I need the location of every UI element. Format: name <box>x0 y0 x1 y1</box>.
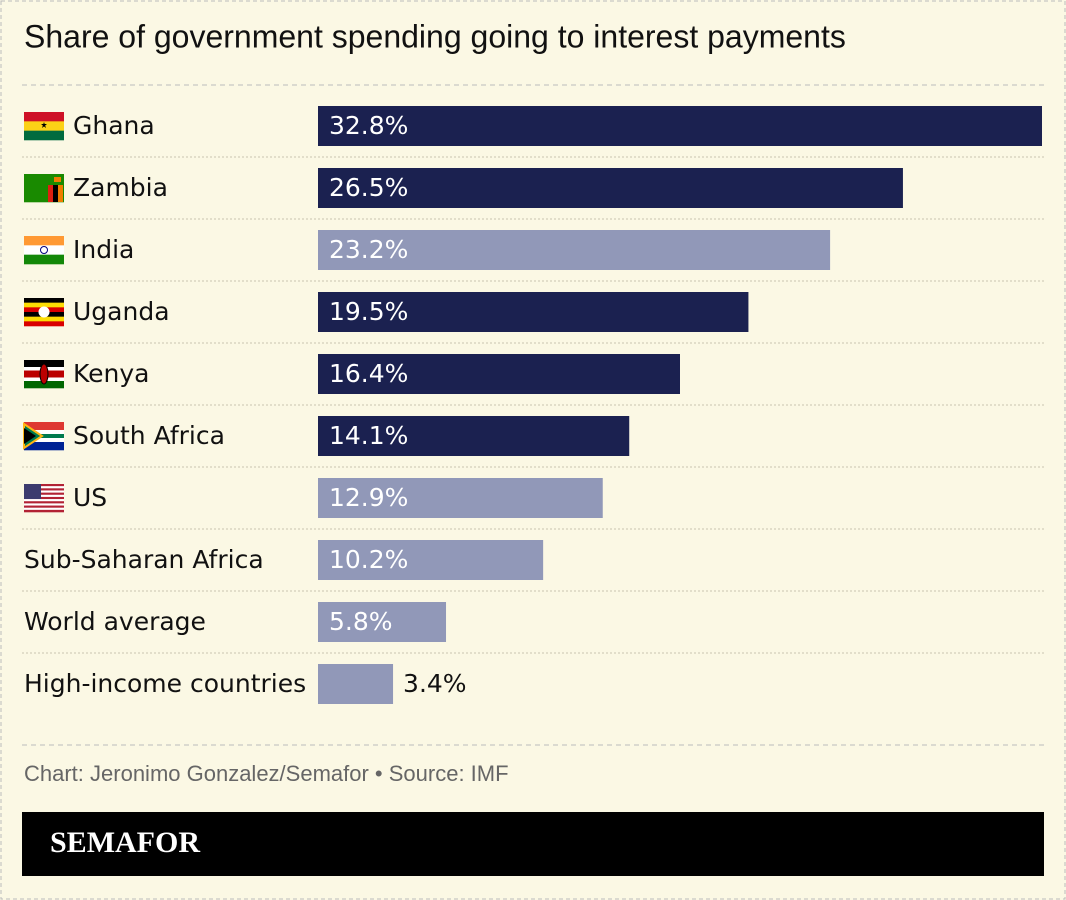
value-label: 32.8% <box>329 111 408 140</box>
flag-stripe <box>58 185 63 202</box>
flag-wheel <box>40 246 48 254</box>
flag-stripe <box>24 245 64 255</box>
flag-stripe <box>24 503 64 506</box>
category-label: South Africa <box>73 421 225 450</box>
flag-stripe <box>24 384 64 389</box>
bar <box>318 230 831 270</box>
flag-canton <box>24 484 41 499</box>
flag-stripe <box>24 434 64 439</box>
category-label: US <box>73 483 107 512</box>
flag-stripe <box>24 442 64 447</box>
value-label: 23.2% <box>329 235 408 264</box>
bar <box>318 478 603 518</box>
category-label: Zambia <box>73 173 168 202</box>
flag-star <box>41 122 47 128</box>
value-label: 14.1% <box>329 421 408 450</box>
flag <box>24 298 64 327</box>
flag-stripe <box>24 426 64 431</box>
flag-stripe <box>24 507 64 511</box>
flag-stripe <box>24 321 64 327</box>
flag-disc <box>38 306 50 318</box>
category-label: Sub-Saharan Africa <box>24 545 264 574</box>
flag-stripe <box>24 505 64 508</box>
flag-stripe <box>24 446 64 451</box>
flag-stripe <box>24 236 64 246</box>
flag <box>24 236 64 265</box>
flag-stripe <box>24 492 64 496</box>
flag-stripe <box>24 302 64 308</box>
flag-stripe <box>24 254 64 265</box>
flag-stripe <box>24 422 64 427</box>
flag-stripe <box>48 185 53 202</box>
category-label: World average <box>24 607 206 636</box>
category-label: Ghana <box>73 111 155 140</box>
flag-triangle <box>24 428 36 444</box>
flag-stripe <box>24 494 64 498</box>
category-label: Kenya <box>73 359 150 388</box>
value-label: 10.2% <box>329 545 408 574</box>
category-label: Uganda <box>73 297 170 326</box>
flag-stripe <box>24 496 64 500</box>
bar <box>318 292 749 332</box>
bar <box>318 540 544 580</box>
value-label: 26.5% <box>329 173 408 202</box>
flag <box>23 422 64 451</box>
value-label: 19.5% <box>329 297 408 326</box>
category-label: India <box>73 235 134 264</box>
value-label: 5.8% <box>329 607 393 636</box>
flag <box>24 112 64 141</box>
flag-stripe <box>24 298 64 303</box>
flag-stripe <box>24 316 64 322</box>
flag-stripe <box>24 112 64 122</box>
logo: SEMAFOR <box>50 826 200 859</box>
bar <box>318 416 630 456</box>
flag-stripe <box>24 499 64 502</box>
logo-banner <box>22 812 1044 876</box>
flag <box>24 174 64 203</box>
chart-title: Share of government spending going to in… <box>24 18 846 54</box>
bar <box>318 354 680 394</box>
flag-stripe <box>24 490 64 493</box>
flag-stripe <box>24 484 64 487</box>
flag-stripe <box>53 185 58 202</box>
bar <box>318 168 903 208</box>
value-label: 3.4% <box>403 669 467 698</box>
category-label: High-income countries <box>24 669 306 698</box>
value-label: 12.9% <box>329 483 408 512</box>
flag <box>24 484 64 513</box>
flag-stripe <box>24 509 64 513</box>
bar <box>318 664 394 704</box>
value-label: 16.4% <box>329 359 408 388</box>
bar <box>318 106 1042 146</box>
flag-stripe <box>24 486 64 489</box>
flag <box>24 360 64 389</box>
credit: Chart: Jeronimo Gonzalez/Semafor • Sourc… <box>24 761 509 786</box>
bar <box>318 602 447 642</box>
flag-stripe <box>24 360 64 364</box>
flag-stripe <box>24 430 64 435</box>
flag-stripe <box>24 438 64 443</box>
flag-stripe <box>24 488 64 491</box>
flag-stripe <box>24 130 64 141</box>
flag-eagle <box>54 177 61 182</box>
flag-shield <box>39 363 49 385</box>
flag-stripe <box>24 501 64 504</box>
